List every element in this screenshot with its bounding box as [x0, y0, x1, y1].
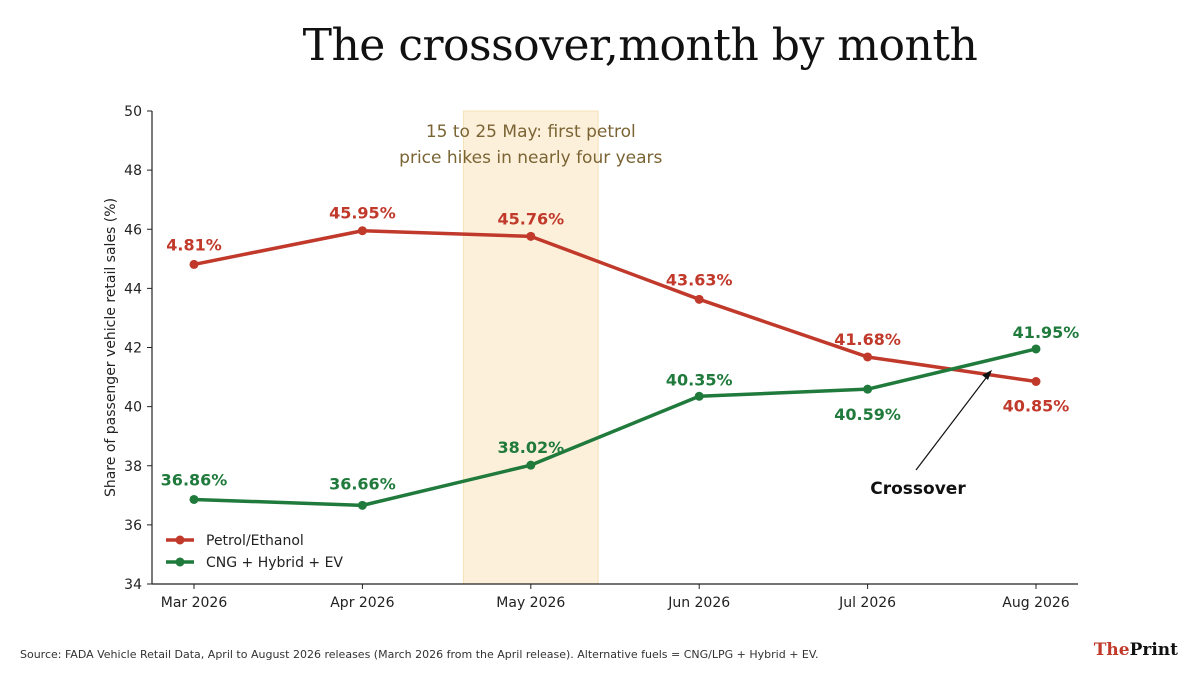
data-label: 41.68% [834, 330, 901, 349]
y-tick-label: 34 [124, 577, 142, 593]
data-label: 40.59% [834, 405, 901, 424]
chart-title: The crossover,month by month [302, 20, 978, 71]
y-tick-label: 40 [124, 400, 142, 416]
y-tick-label: 42 [124, 341, 142, 357]
x-tick-label: Apr 2026 [330, 595, 394, 611]
legend-label: CNG + Hybrid + EV [206, 555, 343, 571]
x-tick-label: Aug 2026 [1002, 595, 1070, 611]
data-point [526, 231, 536, 241]
x-tick-label: Jun 2026 [667, 595, 730, 611]
band-note-line: 15 to 25 May: first petrol [426, 122, 636, 142]
brand-part2: Print [1129, 640, 1178, 660]
highlight-band [462, 110, 599, 585]
band-note-line: price hikes in nearly four years [399, 148, 662, 168]
data-label: 36.86% [161, 470, 228, 489]
y-tick-label: 44 [124, 281, 142, 297]
series-line [193, 228, 1037, 384]
brand-part1: The [1093, 640, 1130, 660]
y-axis-label: Share of passenger vehicle retail sales … [103, 198, 119, 497]
line-chart: 15 to 25 May: first petrol price hikes in… [103, 104, 1080, 611]
crossover-annotation: Crossover [870, 479, 966, 499]
x-tick-label: Mar 2026 [161, 595, 228, 611]
data-label: 36.66% [329, 474, 396, 493]
y-tick-label: 50 [124, 104, 142, 120]
data-point [357, 226, 367, 236]
data-point [526, 460, 536, 470]
data-label: 38.02% [497, 438, 564, 457]
data-point [694, 391, 704, 401]
series-line [193, 347, 1037, 508]
data-label: 45.76% [497, 209, 564, 228]
data-point [694, 294, 704, 304]
data-point [1031, 376, 1041, 386]
data-point [863, 384, 873, 394]
data-label: 4.81% [166, 235, 222, 254]
brand-logo: ThePrint [1094, 640, 1178, 660]
y-tick-label: 36 [124, 518, 142, 534]
data-point [357, 500, 367, 510]
data-label: 41.95% [1013, 323, 1080, 342]
data-label: 40.35% [666, 370, 733, 389]
legend-swatch-marker [175, 535, 185, 545]
data-label: 40.85% [1003, 396, 1070, 415]
y-tick-label: 46 [124, 222, 142, 238]
data-label: 45.95% [329, 204, 396, 223]
y-tick-label: 38 [124, 459, 142, 475]
x-tick-label: Jul 2026 [838, 595, 896, 611]
data-label: 43.63% [666, 270, 733, 289]
y-tick-label: 48 [124, 163, 142, 179]
data-point [863, 352, 873, 362]
crossover-arrow-line [915, 373, 990, 471]
source-note: Source: FADA Vehicle Retail Data, April … [20, 648, 819, 661]
crossover-arrow-head [982, 370, 992, 380]
legend-swatch-marker [175, 557, 185, 567]
data-point [1031, 344, 1041, 354]
x-tick-label: May 2026 [496, 595, 565, 611]
data-point [189, 494, 199, 504]
legend-label: Petrol/Ethanol [206, 533, 304, 549]
data-point [189, 259, 199, 269]
